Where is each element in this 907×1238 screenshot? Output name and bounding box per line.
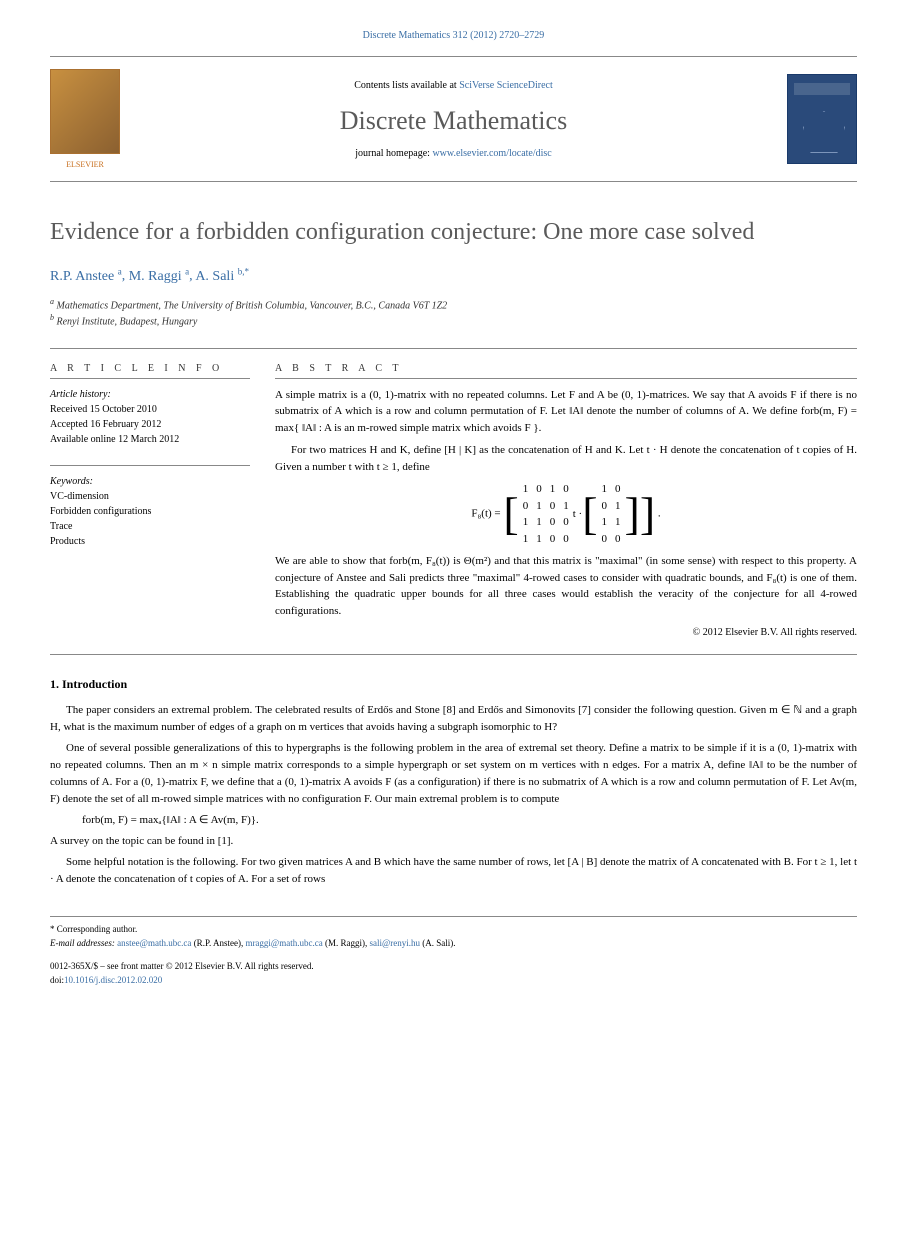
abstract-text: A simple matrix is a (0, 1)-matrix with … bbox=[275, 387, 857, 641]
abstract-p3: We are able to show that forb(m, F₈(t)) … bbox=[275, 553, 857, 619]
keyword-4: Products bbox=[50, 534, 250, 549]
journal-name: Discrete Mathematics bbox=[120, 106, 787, 136]
matrix-end: . bbox=[658, 508, 661, 520]
received-date: Received 15 October 2010 bbox=[50, 402, 250, 417]
sciencedirect-link[interactable]: SciVerse ScienceDirect bbox=[459, 80, 553, 91]
footer-block: * Corresponding author. E-mail addresses… bbox=[50, 916, 857, 950]
elsevier-label: ELSEVIER bbox=[50, 160, 120, 169]
abstract-copyright: © 2012 Elsevier B.V. All rights reserved… bbox=[275, 625, 857, 640]
accepted-date: Accepted 16 February 2012 bbox=[50, 417, 250, 432]
affiliation-a: a Mathematics Department, The University… bbox=[50, 297, 857, 311]
author-3[interactable]: A. Sali b,* bbox=[195, 269, 249, 284]
keywords-block: Keywords: VC-dimension Forbidden configu… bbox=[50, 465, 250, 549]
doi-block: 0012-365X/$ – see front matter © 2012 El… bbox=[50, 960, 857, 987]
affiliation-b: b Renyi Institute, Budapest, Hungary bbox=[50, 313, 857, 327]
homepage-line: journal homepage: www.elsevier.com/locat… bbox=[120, 148, 787, 159]
journal-banner: ELSEVIER Contents lists available at Sci… bbox=[50, 56, 857, 182]
issn-line: 0012-365X/$ – see front matter © 2012 El… bbox=[50, 960, 857, 974]
abstract-column: A B S T R A C T A simple matrix is a (0,… bbox=[275, 363, 857, 641]
email-line: E-mail addresses: anstee@math.ubc.ca (R.… bbox=[50, 937, 857, 951]
journal-center: Contents lists available at SciVerse Sci… bbox=[120, 80, 787, 159]
authors-line: R.P. Anstee a, M. Raggi a, A. Sali b,* bbox=[50, 266, 857, 285]
matrix-lhs: F₈(t) = bbox=[471, 508, 500, 520]
history-label: Article history: bbox=[50, 387, 250, 402]
section-1-heading: 1. Introduction bbox=[50, 677, 857, 692]
article-info-column: A R T I C L E I N F O Article history: R… bbox=[50, 363, 250, 641]
keyword-1: VC-dimension bbox=[50, 489, 250, 504]
doi-link[interactable]: 10.1016/j.disc.2012.02.020 bbox=[64, 975, 162, 985]
email-label: E-mail addresses: bbox=[50, 938, 115, 948]
elsevier-tree-logo bbox=[50, 69, 120, 154]
intro-body: The paper considers an extremal problem.… bbox=[50, 702, 857, 888]
abstract-p1: A simple matrix is a (0, 1)-matrix with … bbox=[275, 387, 857, 437]
citation-header: Discrete Mathematics 312 (2012) 2720–272… bbox=[50, 30, 857, 41]
intro-p4: Some helpful notation is the following. … bbox=[50, 854, 857, 888]
article-title: Evidence for a forbidden configuration c… bbox=[50, 217, 857, 248]
author-2[interactable]: M. Raggi a bbox=[129, 269, 189, 284]
contents-prefix: Contents lists available at bbox=[354, 80, 459, 91]
email-3[interactable]: sali@renyi.hu bbox=[369, 938, 420, 948]
corresponding-author: * Corresponding author. bbox=[50, 923, 857, 937]
contents-line: Contents lists available at SciVerse Sci… bbox=[120, 80, 787, 91]
elsevier-logo-block: ELSEVIER bbox=[50, 69, 120, 169]
keyword-2: Forbidden configurations bbox=[50, 504, 250, 519]
homepage-link[interactable]: www.elsevier.com/locate/disc bbox=[432, 148, 551, 159]
email-2[interactable]: mraggi@math.ubc.ca bbox=[245, 938, 322, 948]
intro-p1: The paper considers an extremal problem.… bbox=[50, 702, 857, 736]
abstract-label: A B S T R A C T bbox=[275, 363, 857, 379]
info-abstract-row: A R T I C L E I N F O Article history: R… bbox=[50, 348, 857, 656]
matrix-2: 10 01 11 00 bbox=[598, 481, 625, 547]
email-1[interactable]: anstee@math.ubc.ca bbox=[117, 938, 191, 948]
intro-formula: forb(m, F) = maxₐ{‖A‖ : A ∈ Av(m, F)}. bbox=[82, 812, 857, 829]
matrix-mid: t · bbox=[573, 506, 582, 523]
matrix-display: F₈(t) = [ 1010 0101 1100 1100 t · [ bbox=[275, 481, 857, 547]
homepage-prefix: journal homepage: bbox=[355, 148, 432, 159]
intro-p2: One of several possible generalizations … bbox=[50, 740, 857, 808]
article-history: Article history: Received 15 October 201… bbox=[50, 387, 250, 447]
intro-p3: A survey on the topic can be found in [1… bbox=[50, 833, 857, 850]
article-info-label: A R T I C L E I N F O bbox=[50, 363, 250, 379]
journal-cover-thumbnail bbox=[787, 74, 857, 164]
matrix-1: 1010 0101 1100 1100 bbox=[519, 481, 573, 547]
author-1[interactable]: R.P. Anstee a bbox=[50, 269, 122, 284]
doi-line: doi:10.1016/j.disc.2012.02.020 bbox=[50, 974, 857, 988]
keywords-label: Keywords: bbox=[50, 474, 250, 489]
keyword-3: Trace bbox=[50, 519, 250, 534]
abstract-p2: For two matrices H and K, define [H | K]… bbox=[275, 442, 857, 475]
online-date: Available online 12 March 2012 bbox=[50, 432, 250, 447]
affiliations: a Mathematics Department, The University… bbox=[50, 297, 857, 328]
